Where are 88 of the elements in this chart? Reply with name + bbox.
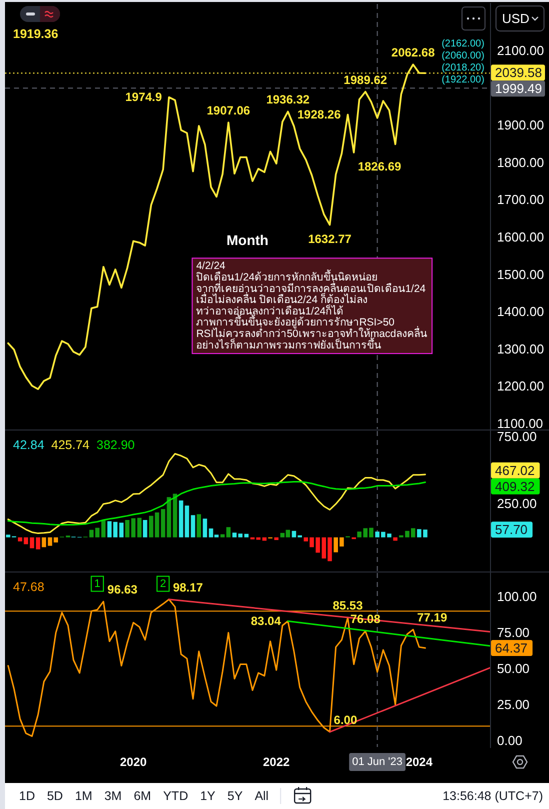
annotation: 42.84 [13, 438, 44, 452]
data-label: 6.00 [334, 712, 358, 727]
y-tick-label: 1100.00 [497, 416, 544, 431]
text: 13:56:48 (UTC+7) [442, 789, 543, 803]
annotation: (1922.00) [442, 74, 484, 86]
x-tick-label: 2024 [406, 755, 433, 769]
annotation: 2 [160, 578, 166, 590]
data-label: 1936.32 [266, 92, 310, 107]
text: 1M [74, 789, 92, 803]
bar [226, 527, 231, 538]
y-tick-label: 50.00 [497, 661, 530, 676]
annotation: (2162.00) [442, 38, 484, 50]
bar [244, 534, 249, 538]
ref-line-label: 1999.49 [495, 81, 542, 96]
text: 5D [46, 789, 63, 803]
text: 64.37 [495, 640, 528, 656]
data-label: 98.17 [172, 580, 204, 594]
y-tick-label: 1700.00 [497, 192, 544, 208]
y-tick-label: 1400.00 [497, 304, 544, 320]
bar [101, 520, 106, 538]
text: 1Y [200, 789, 216, 803]
annotation: 1 [94, 578, 100, 590]
text: 409.32 [495, 478, 535, 494]
bar [166, 497, 172, 538]
y-tick-label: 100.00 [497, 589, 537, 604]
data-label: 96.63 [107, 582, 138, 597]
y-tick-label: 2100.00 [497, 43, 544, 58]
text: 57.70 [495, 522, 528, 538]
bar [393, 537, 398, 541]
bar [137, 518, 142, 538]
data-label: 77.19 [417, 610, 448, 625]
bar [142, 520, 148, 538]
bar [190, 515, 196, 538]
data-label: 1928.26 [297, 108, 342, 122]
y-tick-label: 250.00 [497, 496, 537, 512]
text: 1D [19, 789, 35, 803]
text: 5Y [227, 789, 244, 803]
text: 3M [104, 789, 122, 803]
y-tick-label: 1300.00 [497, 341, 544, 356]
data-label: 1907.06 [206, 104, 250, 118]
bar [202, 518, 208, 538]
ref-line-label: 01 Jun '23 [352, 756, 403, 768]
bar [184, 506, 190, 538]
ref-line-label: 2039.58 [495, 65, 542, 80]
bar [160, 509, 166, 538]
bar [36, 537, 40, 550]
data-label: 1989.62 [344, 72, 388, 87]
text: YTD [163, 789, 188, 803]
annotation: 382.90 [96, 438, 135, 452]
bar [18, 537, 22, 542]
line-series [7, 453, 426, 534]
data-label: 85.53 [332, 598, 364, 613]
text: USD [502, 11, 530, 26]
bar [119, 522, 124, 538]
annotation: 1919.36 [13, 27, 58, 41]
y-tick-label: 0.00 [497, 733, 522, 748]
line-series [7, 481, 426, 526]
annotation: (2018.20) [442, 62, 484, 74]
x-tick-label: 2022 [263, 755, 290, 769]
bar [274, 537, 278, 540]
text: 6M [134, 789, 152, 803]
y-tick-label: 1800.00 [497, 154, 544, 170]
bar [30, 537, 34, 548]
data-label: 1632.77 [308, 232, 352, 246]
annotation: 47.68 [13, 580, 44, 594]
data-label: 83.04 [250, 614, 282, 628]
annotation: 4/2/24 ปิดเดือน1/24ด้วยการหักกลับขึ้นนิดหน่อย จากที่เคยอ่านว่าอาจมีการลงคลื่นตอนเปิดเดือน1/24 เมื่อไม่ลงคลื่น ปิดเดือน2/24 ก็ต้องไม่ลง ทว่าอาจอ่อนลงกว่าเดือน1/24ก็ได้ ภาพการขึ้นขึ้นจะยังอยู่ด้วยการรักษาRSI>50 RSIไม่ควรลงต่ำกว่า50เพราะอาจทำให้macdลงคลื่น อย่างไรก็ตามภาพรวมกราฟยังเป็นการขึ้น [196, 260, 428, 352]
bar [178, 500, 184, 538]
y-tick-label: 750.00 [497, 428, 537, 444]
data-label: 1974.9 [125, 90, 162, 104]
y-tick-label: 1600.00 [497, 230, 544, 245]
data-label: 1826.69 [358, 159, 402, 174]
text: All [254, 789, 269, 803]
annotation: Month [226, 232, 268, 248]
data-label: 2062.68 [391, 46, 436, 60]
bar [196, 514, 202, 538]
y-tick-label: 1900.00 [497, 118, 544, 133]
y-tick-label: 1500.00 [497, 266, 544, 282]
annotation: (2060.00) [442, 50, 484, 62]
bar [42, 537, 46, 548]
y-tick-label: 1200.00 [497, 378, 544, 394]
bar [172, 494, 178, 538]
x-tick-label: 2020 [120, 755, 148, 769]
y-tick-label: 25.00 [497, 697, 530, 712]
text: 467.02 [495, 462, 535, 478]
annotation: 425.74 [51, 438, 90, 452]
y-tick-label: 75.00 [497, 625, 530, 640]
bar [220, 534, 225, 538]
